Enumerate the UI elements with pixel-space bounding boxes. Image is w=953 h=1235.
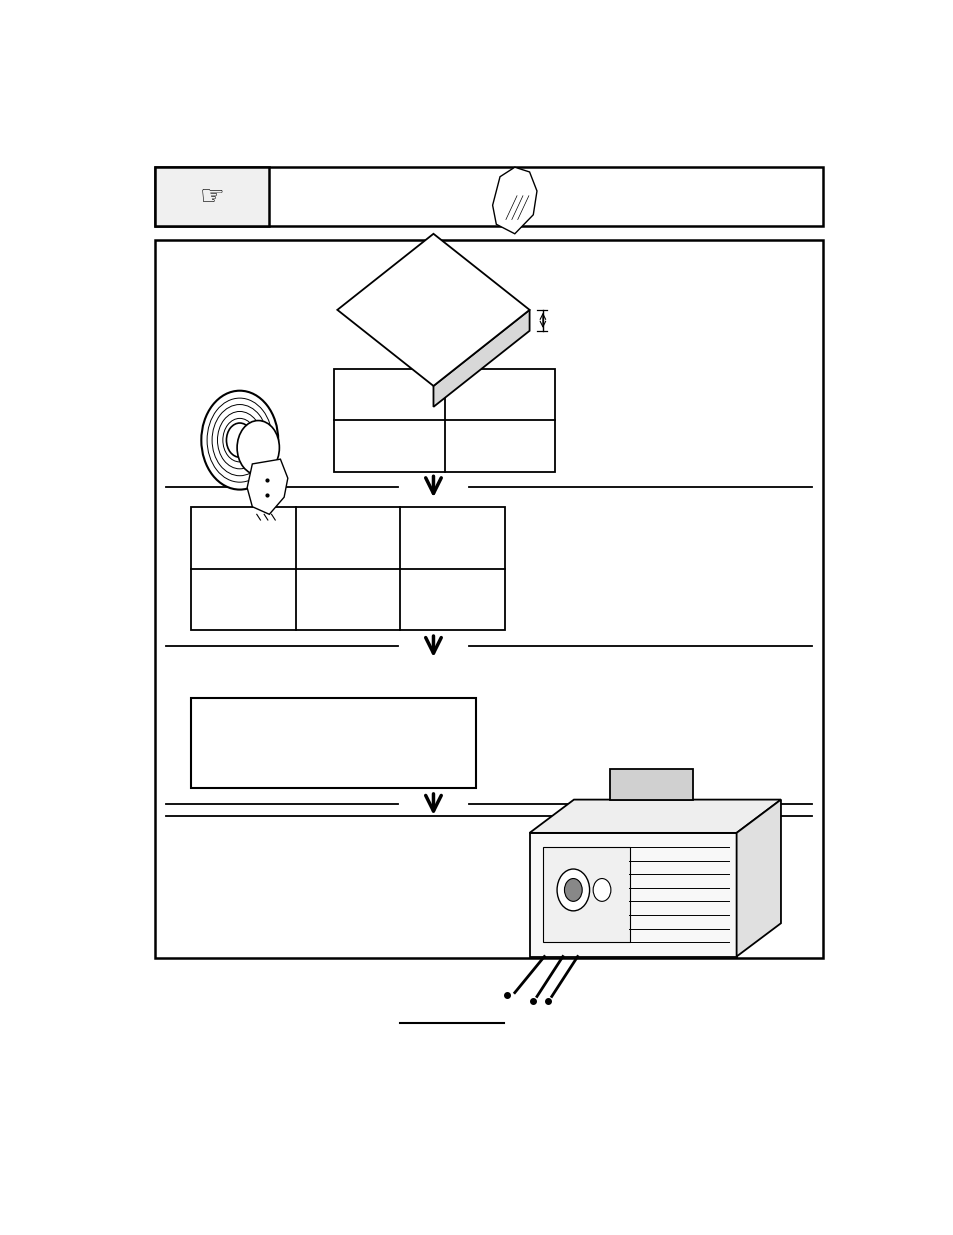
Bar bbox=[529, 832, 736, 957]
Bar bbox=[154, 241, 822, 958]
Circle shape bbox=[557, 869, 589, 911]
Polygon shape bbox=[247, 459, 288, 514]
Circle shape bbox=[226, 424, 253, 457]
Bar bbox=[191, 506, 505, 630]
Circle shape bbox=[201, 390, 278, 489]
Polygon shape bbox=[433, 310, 529, 406]
Circle shape bbox=[593, 878, 610, 902]
Bar bbox=[542, 847, 629, 942]
Circle shape bbox=[237, 421, 279, 475]
Circle shape bbox=[564, 878, 581, 902]
Bar bbox=[334, 369, 555, 472]
Bar bbox=[609, 769, 692, 799]
Polygon shape bbox=[529, 799, 781, 832]
Bar bbox=[191, 698, 476, 788]
Text: ☞: ☞ bbox=[199, 183, 224, 211]
Polygon shape bbox=[736, 799, 781, 957]
Polygon shape bbox=[492, 167, 537, 233]
Bar bbox=[154, 167, 822, 226]
Bar bbox=[154, 167, 269, 226]
Polygon shape bbox=[337, 233, 529, 385]
